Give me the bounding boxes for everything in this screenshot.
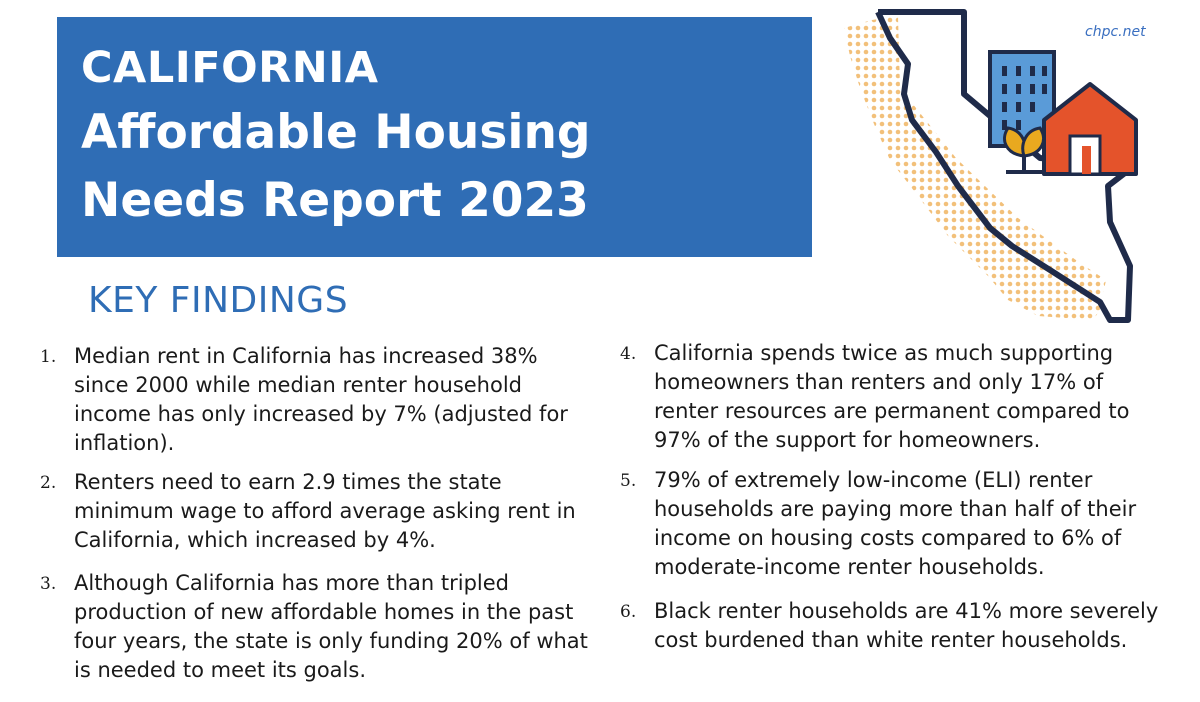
finding-number: 4.	[620, 344, 637, 364]
key-findings-heading: KEY FINDINGS	[88, 280, 349, 321]
finding-number: 6.	[620, 602, 637, 622]
plant-icon	[1003, 126, 1045, 174]
finding-text: Although California has more than triple…	[74, 571, 588, 682]
finding-number: 2.	[40, 473, 57, 493]
finding-number: 3.	[40, 574, 57, 594]
website-link[interactable]: chpc.net	[1085, 24, 1146, 40]
title-line-2: Affordable Housing	[81, 105, 591, 160]
finding-number: 1.	[40, 347, 57, 367]
california-housing-illustration-icon	[844, 9, 1138, 323]
finding-text: Black renter households are 41% more sev…	[654, 599, 1159, 652]
state-dot-fill	[844, 16, 1106, 320]
finding-text: Renters need to earn 2.9 times the state…	[74, 470, 576, 552]
finding-text: Median rent in California has increased …	[74, 344, 568, 455]
title-line-1: CALIFORNIA	[81, 43, 379, 93]
finding-text: California spends twice as much supporti…	[654, 341, 1130, 452]
title-banner: CALIFORNIA Affordable Housing Needs Repo…	[57, 17, 812, 257]
title-line-3: Needs Report 2023	[81, 173, 589, 228]
finding-text: 79% of extremely low-income (ELI) renter…	[654, 468, 1137, 579]
finding-number: 5.	[620, 471, 637, 491]
house-icon	[1042, 82, 1138, 176]
